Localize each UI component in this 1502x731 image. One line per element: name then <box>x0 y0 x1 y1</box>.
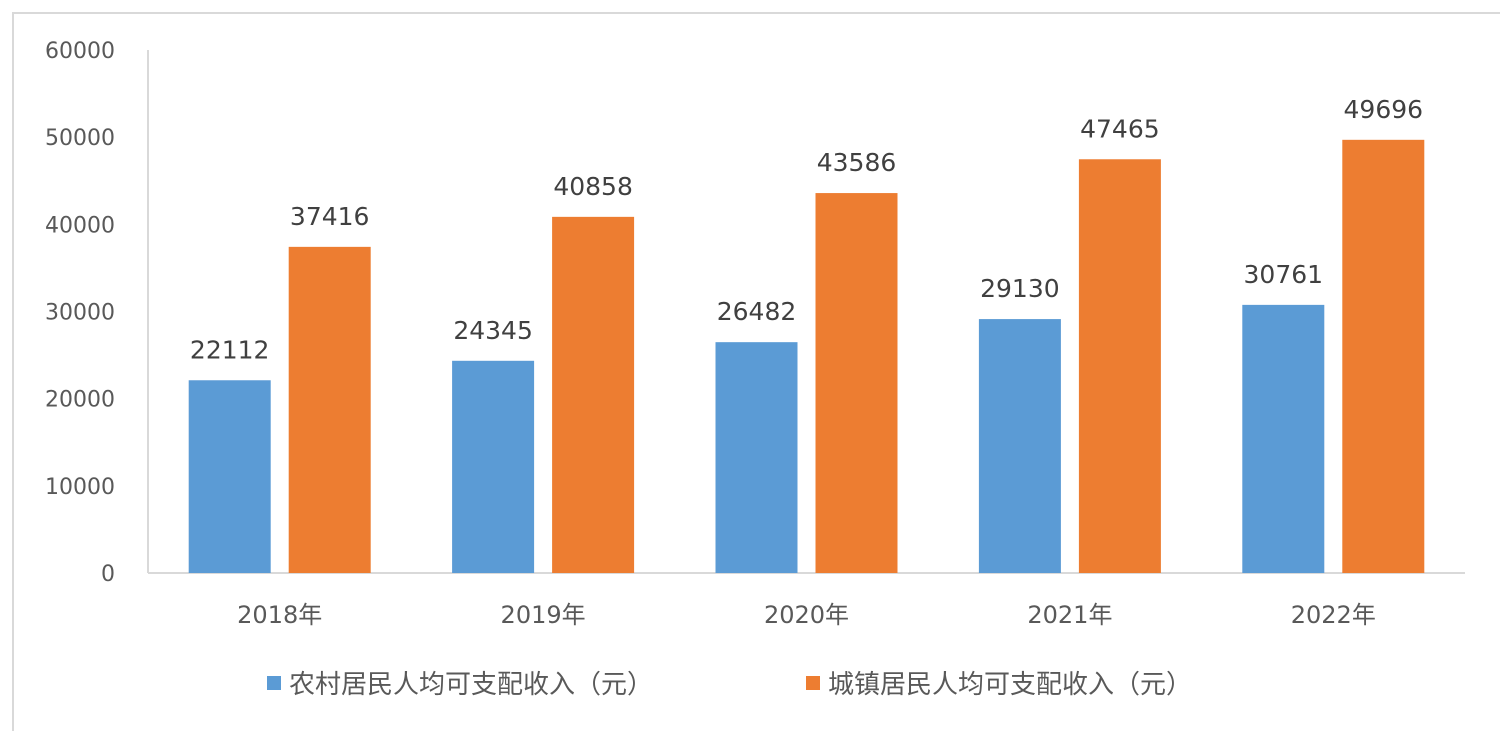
data-label: 22112 <box>190 335 270 364</box>
data-label: 29130 <box>980 274 1060 303</box>
bar <box>188 380 271 573</box>
legend-label: 城镇居民人均可支配收入（元） <box>828 670 1192 700</box>
data-label: 37416 <box>290 202 370 231</box>
legend-swatch <box>806 676 820 690</box>
bar <box>815 193 898 573</box>
x-tick-label: 2019年 <box>501 601 586 629</box>
y-tick-label: 20000 <box>45 388 115 413</box>
y-tick-label: 60000 <box>45 39 115 64</box>
legend-label: 农村居民人均可支配收入（元） <box>289 670 653 700</box>
data-label: 40858 <box>553 172 633 201</box>
data-label: 26482 <box>717 297 797 326</box>
data-label: 30761 <box>1244 260 1324 289</box>
x-tick-label: 2022年 <box>1291 601 1376 629</box>
data-label: 47465 <box>1080 114 1160 143</box>
bar <box>1078 159 1161 573</box>
x-axis: 2018年 2019年 2020年 2021年 2022年 <box>148 572 1465 629</box>
data-label: 24345 <box>453 316 533 345</box>
bars <box>188 139 1425 574</box>
x-tick-label: 2018年 <box>237 601 322 629</box>
y-axis: 0 10000 20000 30000 40000 50000 60000 <box>45 39 149 587</box>
bar <box>288 246 371 574</box>
legend-swatch <box>267 676 281 690</box>
y-tick-label: 50000 <box>45 126 115 151</box>
bar <box>715 342 798 573</box>
x-tick-label: 2021年 <box>1027 601 1112 629</box>
bar <box>1242 304 1325 573</box>
y-tick-label: 10000 <box>45 475 115 500</box>
y-tick-label: 0 <box>101 562 115 587</box>
bar <box>978 319 1061 573</box>
x-tick-label: 2020年 <box>764 601 849 629</box>
legend: 农村居民人均可支配收入（元） 城镇居民人均可支配收入（元） <box>267 670 1192 700</box>
data-label: 49696 <box>1344 95 1424 124</box>
bar <box>552 216 635 573</box>
y-tick-label: 30000 <box>45 301 115 326</box>
data-labels: 22112 37416 24345 40858 26482 43586 29130 47465… <box>190 95 1423 364</box>
bar <box>1342 139 1425 573</box>
bar <box>452 360 535 573</box>
y-tick-label: 40000 <box>45 213 115 238</box>
data-label: 43586 <box>817 148 897 177</box>
